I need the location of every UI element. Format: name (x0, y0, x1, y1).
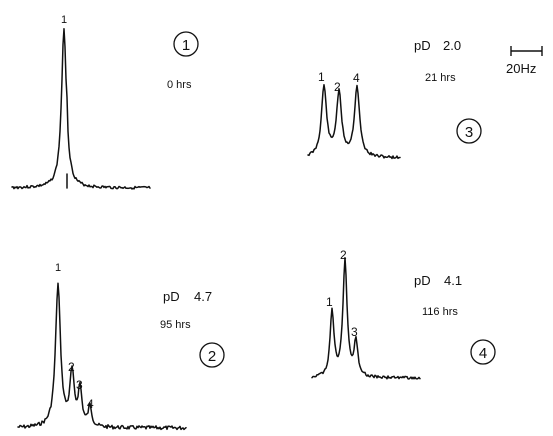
panel-number-2: 2 (208, 348, 216, 365)
panel-number-circle-2 (199, 342, 225, 368)
panel-number-4: 4 (479, 345, 487, 362)
panel-2: 1 2 3 4 pD 4.7 95 hrs 2 (17, 262, 225, 431)
peak-label-2-4: 4 (87, 397, 94, 411)
panel-number-circle-1 (173, 31, 199, 57)
panel-number-circle-3 (456, 118, 482, 144)
pd-prefix-4: pD (414, 273, 431, 288)
peak-label-3-1: 1 (318, 70, 325, 84)
peak-label-2-3: 3 (76, 378, 83, 392)
peak-label-1-1: 1 (61, 14, 67, 26)
time-label-1: 0 hrs (167, 79, 192, 91)
spectrum-trace-3 (307, 83, 401, 160)
pd-value-2: 4.7 (194, 289, 212, 304)
peak-label-4-3: 3 (351, 325, 358, 339)
panel-number-circle-4 (470, 339, 496, 365)
peak-label-2-1: 1 (55, 262, 61, 274)
peak-label-3-4: 4 (353, 71, 360, 85)
panel-number-3: 3 (465, 124, 473, 141)
peak-label-4-1: 1 (326, 295, 333, 309)
spectrum-trace-4 (311, 256, 421, 380)
peak-label-3-2: 2 (334, 80, 341, 94)
panel-4: 1 2 3 pD 4.1 116 hrs 4 (311, 248, 496, 380)
pd-prefix-2: pD (163, 289, 180, 304)
pd-prefix-3: pD (414, 38, 431, 53)
peak-label-4-2: 2 (340, 248, 347, 262)
panel-number-1: 1 (182, 37, 190, 54)
pd-value-3: 2.0 (443, 38, 461, 53)
scale-bar-label: 20Hz (506, 61, 536, 76)
time-label-4: 116 hrs (422, 306, 458, 318)
peak-label-2-2: 2 (68, 360, 75, 374)
panel-1: 1 1 0 hrs (11, 14, 199, 190)
scale-bar: 20Hz (506, 46, 543, 76)
spectrum-trace-1 (11, 28, 151, 190)
time-label-2: 95 hrs (160, 319, 191, 331)
time-label-3: 21 hrs (425, 72, 456, 84)
pd-value-4: 4.1 (444, 273, 462, 288)
panel-3: 1 2 4 pD 2.0 21 hrs 3 (307, 38, 482, 160)
spectrum-trace-2 (17, 282, 187, 431)
